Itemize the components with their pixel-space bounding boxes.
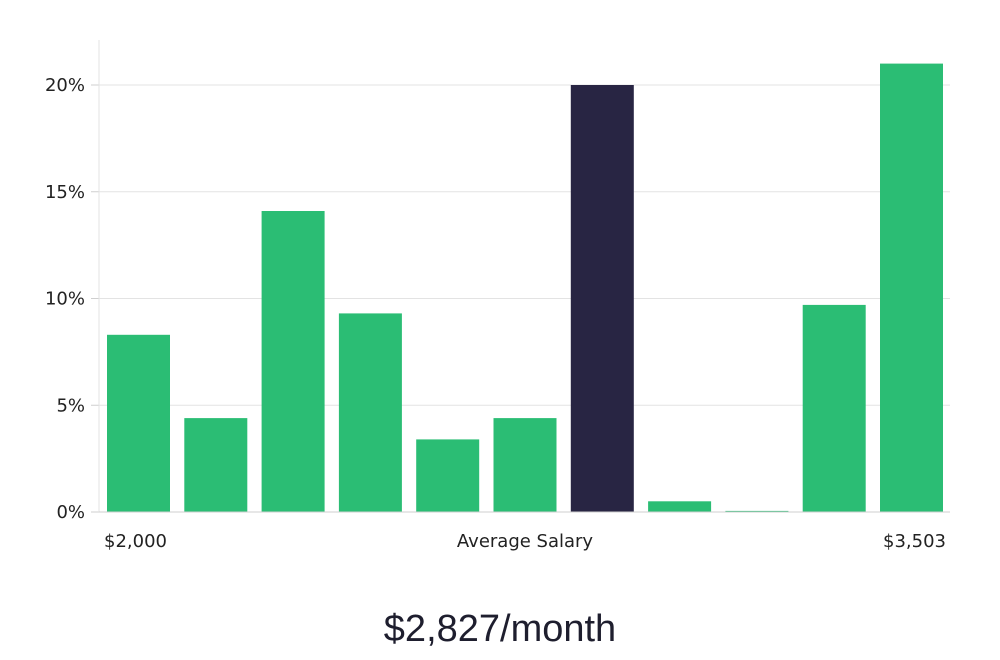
x-label-min: $2,000: [104, 531, 167, 552]
y-tick-label: 20%: [45, 75, 85, 96]
bar-5: [416, 439, 480, 512]
y-tick-label: 15%: [45, 182, 85, 203]
bar-3: [261, 211, 325, 512]
y-tick-label: 5%: [56, 395, 85, 416]
axes: [91, 40, 950, 513]
bar-9: [725, 510, 789, 512]
x-label-center: Average Salary: [457, 531, 594, 552]
y-tick-label: 10%: [45, 289, 85, 310]
bar-6: [493, 418, 557, 512]
x-label-max: $3,503: [883, 531, 946, 552]
bar-1: [107, 334, 170, 512]
bar-average-salary: [570, 85, 634, 512]
bar-8: [648, 501, 712, 512]
bar-4: [338, 313, 402, 512]
average-salary-caption: $2,827/month: [383, 608, 617, 650]
y-tick-labels: 0% 5% 10% 15% 20%: [45, 75, 85, 523]
bar-2: [184, 418, 248, 512]
bar-10: [802, 304, 866, 512]
y-tick-label: 0%: [56, 502, 85, 523]
salary-distribution-chart: 0% 5% 10% 15% 20% $2,000 Average Salary $3,5…: [45, 40, 950, 552]
bar-11: [880, 63, 943, 512]
bars: [107, 63, 943, 512]
